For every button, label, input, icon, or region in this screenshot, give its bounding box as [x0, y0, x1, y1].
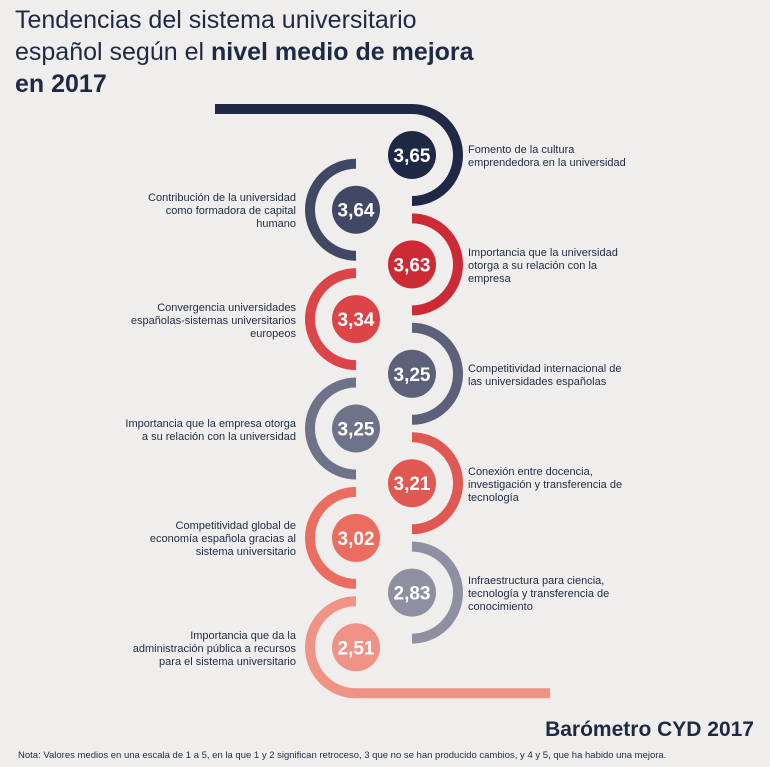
serpentine-segment: [305, 158, 357, 261]
category-label-line: otorga a su relación con la: [468, 259, 598, 272]
value-marker: [332, 295, 380, 344]
category-label-line: Importancia que la empresa otorga: [125, 417, 296, 430]
value-marker: [332, 404, 380, 453]
category-label-line: Contribución de la universidad: [148, 192, 296, 205]
value-marker: [388, 459, 436, 508]
category-label-line: las universidades españolas: [468, 375, 607, 388]
value-marker: [388, 131, 436, 179]
category-label: Competitividad internacional de las unive…: [468, 363, 658, 389]
category-label-line: Convergencia universidades: [157, 301, 296, 314]
footnote: Nota: Valores medios en una escala de 1 …: [18, 750, 667, 761]
value-label: 3,25: [338, 420, 375, 441]
value-label: 2,51: [338, 638, 375, 659]
serpentine-segment: [411, 322, 463, 425]
value-label: 3,65: [394, 146, 431, 167]
category-label-line: como formadora de capital: [165, 205, 296, 218]
category-label-line: Competitividad global de: [175, 520, 296, 533]
serpentine-segment: [411, 213, 463, 316]
category-label-line: economía española gracias al: [149, 533, 296, 546]
serpentine-segment: [305, 268, 357, 371]
category-label-line: Conexión entre docencia,: [468, 465, 593, 478]
category-label-line: a su relación con la universidad: [141, 430, 296, 443]
value-marker: [332, 623, 380, 672]
value-label: 2,83: [394, 584, 431, 605]
category-label-line: investigación y transferencia de: [468, 478, 623, 491]
category-label-line: empresa: [468, 272, 511, 285]
category-label-line: tecnología y transferencia de: [468, 588, 610, 601]
value-marker: [388, 568, 436, 617]
value-label: 3,63: [394, 255, 431, 276]
title-regular: Tendencias del sistema universitario esp…: [15, 6, 417, 66]
value-label: 3,64: [338, 201, 375, 222]
serpentine-segment: [305, 596, 550, 699]
category-label-line: conocimiento: [468, 601, 533, 614]
category-label-line: humano: [256, 218, 296, 231]
category-label-line: sistema universitario: [195, 546, 296, 559]
value-label: 3,02: [338, 529, 375, 550]
category-label-line: Competitividad internacional de: [468, 362, 622, 375]
serpentine-segment: [215, 104, 463, 206]
category-label-line: españolas-sistemas universitarios: [130, 314, 296, 327]
category-label-line: Fomento de la cultura: [468, 144, 575, 156]
serpentine-segment: [305, 486, 357, 589]
value-marker: [388, 240, 436, 289]
category-label: Convergencia universidades españolas-sist…: [106, 302, 296, 341]
value-label: 3,21: [394, 474, 431, 495]
category-label: Fomento de la cultura emprendedora en la …: [468, 144, 658, 170]
value-marker: [332, 185, 380, 234]
value-label: 3,25: [394, 365, 431, 386]
value-marker: [332, 513, 380, 562]
serpentine-segment: [411, 432, 463, 535]
serpentine-segment: [411, 541, 463, 644]
value-label: 3,34: [338, 310, 375, 331]
category-label-line: para el sistema universitario: [159, 655, 296, 668]
category-label: Importancia que la universidad otorga a s…: [468, 247, 658, 286]
category-label-line: emprendedora en la universidad: [468, 157, 626, 169]
category-label: Importancia que la empresa otorga a su re…: [106, 418, 296, 444]
title-bold: nivel medio de mejora en 2017: [15, 38, 474, 98]
category-label: Importancia que da la administración públ…: [106, 630, 296, 669]
brand-label: Barómetro CYD 2017: [545, 718, 754, 741]
serpentine-segment: [305, 377, 357, 480]
category-label: Contribución de la universidad como forma…: [106, 192, 296, 231]
category-label: Infraestructura para ciencia, tecnología …: [468, 575, 658, 614]
category-label-line: Importancia que la universidad: [468, 246, 618, 259]
category-label-line: Importancia que da la: [190, 629, 296, 642]
category-label: Competitividad global de economía español…: [106, 520, 296, 559]
category-label-line: tecnología: [468, 491, 519, 504]
category-label-line: Infraestructura para ciencia,: [468, 575, 605, 588]
chart-title: Tendencias del sistema universitario esp…: [15, 4, 485, 100]
category-label-line: europeos: [250, 327, 296, 340]
value-marker: [388, 349, 436, 398]
category-label-line: administración pública a recursos: [132, 642, 296, 655]
category-label: Conexión entre docencia, investigación y …: [468, 466, 658, 505]
